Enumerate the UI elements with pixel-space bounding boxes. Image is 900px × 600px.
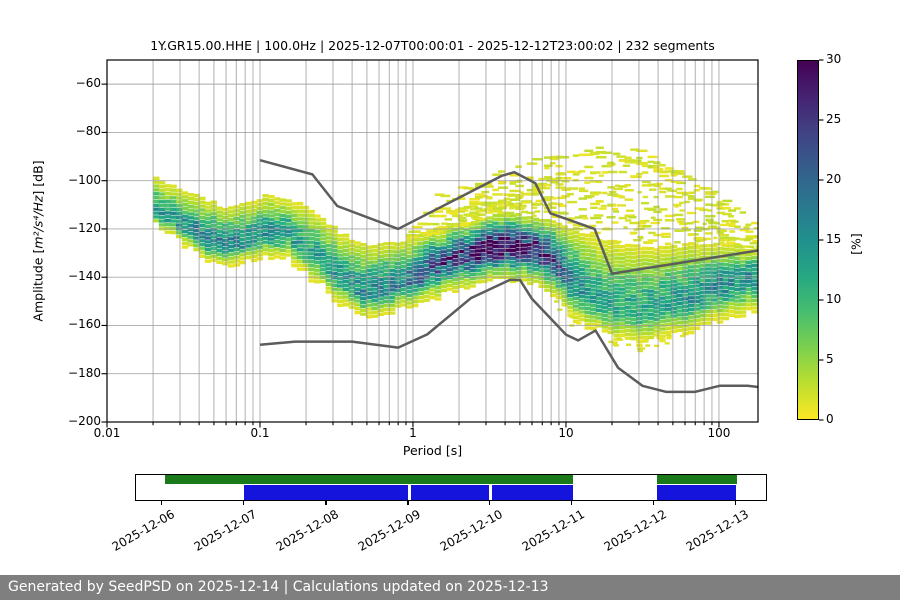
y-axis-label: Amplitude [m²/s⁴/Hz] [dB] (30, 160, 46, 322)
colorbar-label: [%] (848, 233, 864, 255)
availability-tick (242, 500, 245, 505)
y-tick-label: −60 (75, 76, 101, 91)
y-tick-label: −140 (68, 269, 101, 284)
colorbar-gradient (797, 60, 819, 420)
availability-tick (734, 500, 737, 505)
availability-psd-segment (491, 485, 574, 500)
y-tick-label: −180 (68, 365, 101, 380)
x-tick-label: 10 (558, 426, 574, 440)
availability-data-segment (657, 475, 737, 484)
colorbar-tick-label: 0 (826, 412, 834, 426)
availability-psd-segment (657, 485, 736, 500)
availability-psd-segment (243, 485, 409, 500)
y-tick-label: −160 (68, 317, 101, 332)
footer-text: Generated by SeedPSD on 2025-12-14 | Cal… (8, 579, 549, 595)
availability-tick (652, 500, 655, 505)
availability-tick (407, 500, 409, 505)
y-tick-label: −120 (68, 220, 101, 235)
colorbar-tick-label: 30 (826, 52, 842, 66)
x-tick-label: 0.1 (250, 426, 270, 440)
x-tick-label: 100 (707, 426, 731, 440)
availability-data-segment (164, 475, 574, 484)
availability-tick (489, 500, 491, 505)
footer-bar: Generated by SeedPSD on 2025-12-14 | Cal… (0, 575, 900, 600)
x-axis-label: Period [s] (402, 443, 463, 458)
colorbar-tick-label: 20 (826, 172, 842, 186)
colorbar-tick-label: 5 (826, 352, 834, 366)
chart-title: 1Y.GR15.00.HHE | 100.0Hz | 2025-12-07T00… (150, 38, 715, 53)
colorbar-tick-label: 25 (826, 112, 842, 126)
availability-psd-segment (411, 485, 489, 500)
availability-tick (325, 500, 327, 505)
x-tick-label: 0.01 (93, 426, 121, 440)
colorbar-tick-label: 15 (826, 232, 842, 246)
availability-bar (135, 474, 767, 501)
availability-tick (160, 500, 163, 505)
availability-tick (570, 500, 573, 505)
y-tick-label: −100 (68, 172, 101, 187)
colorbar-tick-label: 10 (826, 292, 842, 306)
x-tick-label: 1 (409, 426, 417, 440)
y-tick-label: −80 (75, 124, 101, 139)
y-tick-label: −200 (68, 414, 101, 428)
